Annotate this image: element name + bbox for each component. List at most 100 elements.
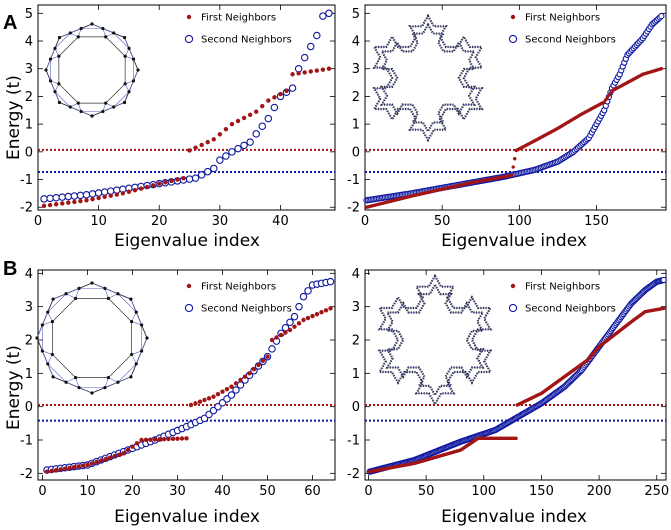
y-tick-label: 3 <box>352 300 360 315</box>
first-neighbors-point <box>138 186 144 191</box>
first-neighbors-point <box>238 377 243 383</box>
x-tick-label: 10 <box>79 484 96 499</box>
legend-second-label: Second Neighbors <box>201 35 292 46</box>
inset-node <box>50 352 54 357</box>
first-neighbors-point <box>84 198 89 203</box>
inset-lattice <box>35 281 149 395</box>
first-neighbors-point <box>205 139 210 145</box>
inset-edge <box>131 311 137 322</box>
first-neighbors-point <box>94 459 99 465</box>
first-neighbors-point <box>80 463 86 468</box>
x-tick-label: 30 <box>212 214 229 229</box>
inset-edge <box>91 387 106 394</box>
second-neighbors-point <box>304 287 312 295</box>
first-neighbors-point <box>161 436 167 442</box>
inset-node <box>35 336 39 340</box>
first-neighbors-point <box>278 91 283 97</box>
first-neighbors-point <box>308 69 313 74</box>
second-neighbors-point <box>234 144 242 153</box>
inset-edge <box>108 293 119 299</box>
inset-node <box>53 90 57 94</box>
first-neighbors-point <box>170 436 176 442</box>
inset-edge <box>124 91 130 103</box>
first-neighbors-point <box>166 436 171 442</box>
first-neighbors-point <box>278 332 284 338</box>
first-neighbors-point <box>184 436 189 441</box>
y-tick-label: 4 <box>25 267 33 282</box>
x-tick-label: 100 <box>471 484 496 499</box>
legend-first-marker <box>510 14 516 20</box>
inset-edge <box>58 83 79 104</box>
second-neighbors-point <box>288 84 297 92</box>
inset-outline <box>379 275 491 405</box>
legend-second-marker <box>184 303 194 313</box>
inset-node <box>104 101 108 105</box>
x-tick-label: 50 <box>259 484 276 499</box>
first-neighbors-point <box>53 202 59 207</box>
inset-node <box>51 297 55 301</box>
x-tick-label: 0 <box>361 214 369 229</box>
inset-node <box>46 310 50 314</box>
inset-node <box>101 26 105 31</box>
inset-node <box>134 362 138 366</box>
second-neighbors-point <box>300 53 309 62</box>
first-neighbors-point <box>287 327 293 333</box>
inset-lattice <box>372 13 484 143</box>
inset-node <box>64 292 68 296</box>
inset-node <box>48 79 53 83</box>
first-neighbors-point <box>187 148 192 153</box>
inset-node <box>122 35 127 40</box>
inset-node <box>48 57 53 61</box>
chart-A-left: 0 10 20 30 40 -2 -1 0 1 2 3 4 5 First Neighbors Second… <box>20 4 336 229</box>
first-neighbors-point <box>78 198 83 204</box>
first-neighbors-point <box>103 456 108 462</box>
second-neighbors-point <box>268 345 276 353</box>
first-neighbors-point <box>260 103 265 109</box>
y-tick-label: 1 <box>25 367 33 382</box>
inset-lattice <box>377 273 493 407</box>
inset-node <box>44 68 48 72</box>
inset-edge <box>75 377 80 388</box>
y-tick-label: 0 <box>352 145 360 160</box>
y-tick-label: -2 <box>20 201 33 216</box>
y-tick-label: 3 <box>352 62 360 77</box>
inset-edge <box>141 324 148 339</box>
legend-second-marker <box>508 34 518 44</box>
inset-node <box>90 281 94 285</box>
first-neighbors-point <box>224 386 230 392</box>
legend-first-marker <box>186 283 192 289</box>
first-neighbors-point <box>112 454 117 459</box>
inset-edge <box>47 298 54 313</box>
inset-node <box>40 349 44 353</box>
inset-node <box>76 101 80 105</box>
y-tick-label: 3 <box>25 62 33 77</box>
second-neighbors-point <box>240 141 248 150</box>
first-neighbors-point <box>107 455 113 460</box>
first-neighbors-point <box>102 194 107 200</box>
first-neighbors-point <box>152 437 158 442</box>
second-neighbors-point <box>325 9 333 18</box>
inset-node <box>116 292 120 296</box>
inset-node <box>57 35 62 40</box>
y-tick-label: 2 <box>352 334 360 349</box>
inset-node <box>50 319 54 324</box>
first-neighbors-point <box>126 189 132 194</box>
inset-edge <box>113 32 130 49</box>
legend-second-marker <box>184 34 194 44</box>
first-neighbors-point <box>157 181 162 186</box>
legend-first-label: First Neighbors <box>201 282 276 293</box>
chart-A-right: 0 50 100 150 -2 -1 0 1 2 3 4 5 First Neighbors Second… <box>347 4 667 229</box>
inset-node <box>77 386 81 390</box>
inset-edge <box>54 32 71 49</box>
second-neighbors-point <box>286 318 294 326</box>
first-neighbors-point <box>272 95 277 100</box>
y-tick-label: 3 <box>25 300 33 315</box>
y-tick-label: -1 <box>347 173 360 188</box>
legend-first-marker <box>510 283 516 289</box>
x-axis-label-a-left: Eigenvalue index <box>114 231 260 251</box>
first-neighbors-point <box>661 306 666 311</box>
first-neighbors-point <box>274 335 279 340</box>
first-neighbors-point <box>202 397 207 403</box>
